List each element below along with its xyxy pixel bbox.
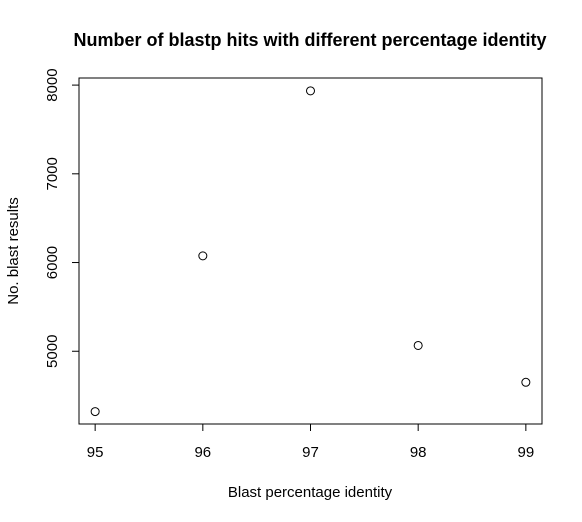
data-point (90, 407, 100, 417)
data-points (90, 86, 531, 417)
chart-title: Number of blastp hits with different per… (73, 30, 546, 50)
y-tick-label: 8000 (44, 68, 61, 101)
y-axis: 5000 6000 7000 8000 (44, 68, 80, 368)
x-tick-label: 98 (410, 444, 427, 461)
x-tick-label: 97 (302, 444, 319, 461)
plot-frame (78, 77, 543, 425)
data-point (306, 86, 315, 96)
y-axis-label: No. blast results (5, 197, 22, 305)
data-point (413, 340, 423, 350)
y-tick-label: 6000 (44, 246, 61, 279)
y-tick-label: 5000 (44, 335, 61, 368)
y-tick-label: 7000 (44, 157, 61, 190)
x-tick-label: 96 (194, 444, 211, 461)
x-axis: 95 96 97 98 99 (87, 423, 535, 461)
data-point (521, 377, 531, 387)
data-point (198, 251, 208, 261)
x-tick-label: 99 (518, 444, 535, 461)
x-tick-label: 95 (87, 444, 104, 461)
x-axis-label: Blast percentage identity (228, 484, 393, 501)
